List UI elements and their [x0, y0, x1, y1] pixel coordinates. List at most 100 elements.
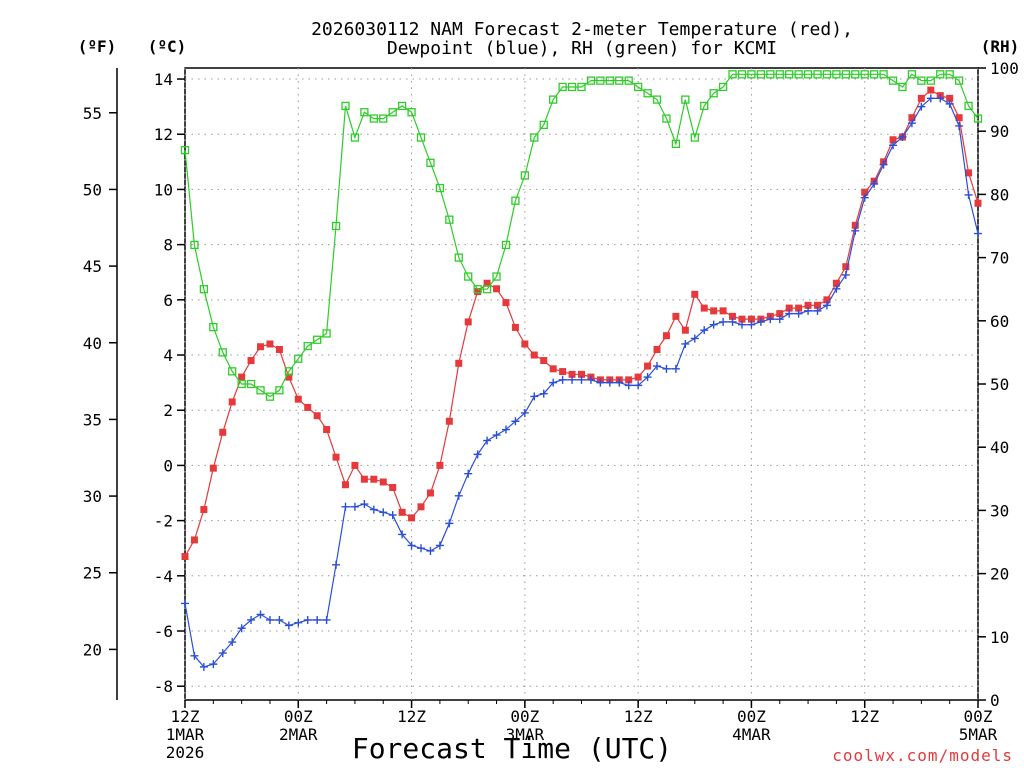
rh-tick-label: 70 [990, 249, 1009, 268]
2-meter-dewpoint-point [671, 364, 680, 373]
2-meter-temperature-point [313, 412, 321, 420]
celsius-tick-label: 8 [163, 236, 173, 255]
relative-humidity-point [284, 367, 293, 376]
2-meter-dewpoint-point [719, 317, 728, 326]
rh-tick-label: 50 [990, 375, 1009, 394]
rh-tick-label: 0 [990, 691, 1000, 710]
2-meter-temperature-point [474, 288, 482, 296]
relative-humidity-point [775, 70, 784, 79]
2-meter-temperature-point [209, 464, 217, 472]
relative-humidity-point [426, 158, 435, 167]
relative-humidity-point [303, 341, 312, 351]
relative-humidity-point [747, 70, 756, 79]
2-meter-dewpoint-point [520, 408, 529, 417]
2-meter-dewpoint-point [454, 491, 463, 500]
2-meter-dewpoint-point [586, 375, 595, 384]
2-meter-dewpoint-point [539, 389, 548, 398]
2-meter-temperature-point [521, 340, 529, 348]
2-meter-dewpoint-point [936, 94, 945, 103]
2-meter-temperature-point [370, 475, 378, 483]
celsius-tick-label: 2 [163, 401, 173, 420]
2-meter-temperature-point [908, 114, 916, 122]
2-meter-dewpoint-point [766, 315, 775, 324]
2-meter-temperature-point [832, 279, 840, 287]
2-meter-dewpoint-point [653, 362, 662, 371]
2-meter-dewpoint-point [360, 500, 369, 509]
relative-humidity-point [180, 146, 190, 155]
celsius-tick-label: 14 [154, 70, 173, 89]
relative-humidity-point [416, 133, 426, 142]
2-meter-dewpoint-point [974, 229, 982, 238]
celsius-tick-label: 10 [154, 180, 173, 199]
2-meter-temperature-point [483, 279, 491, 287]
2-meter-temperature-point [181, 552, 189, 560]
fahrenheit-tick-label: 40 [83, 334, 102, 353]
2-meter-temperature-point [823, 296, 831, 304]
rh-unit-label: (RH) [981, 37, 1020, 56]
2-meter-temperature-point [578, 370, 585, 378]
2-meter-dewpoint-point [501, 425, 510, 434]
axis-layer: -8 -6 -4 -2 0 2 4 6 8 10 12 14 20 25 30 35 40 45 50 55 0 10 20… [83, 59, 1019, 762]
relative-humidity-point [275, 386, 284, 395]
2-meter-temperature-point [851, 221, 859, 229]
relative-humidity-point [794, 70, 803, 79]
relative-humidity-point [813, 70, 822, 79]
relative-humidity-point [936, 70, 945, 79]
x-tick-label: 2026 [166, 743, 205, 762]
2-meter-dewpoint-point [549, 378, 558, 387]
celsius-tick-label: 6 [163, 291, 173, 310]
2-meter-dewpoint-point [369, 505, 378, 514]
2-meter-temperature-point [653, 346, 661, 354]
relative-humidity-point [879, 70, 888, 79]
relative-humidity-point [615, 76, 624, 85]
2-meter-temperature-point [228, 398, 236, 406]
2-meter-temperature-point [408, 514, 416, 522]
relative-humidity-point [737, 70, 747, 79]
2-meter-dewpoint-point [473, 450, 482, 459]
relative-humidity-point [700, 101, 709, 111]
relative-humidity-point [832, 70, 841, 79]
fahrenheit-tick-label: 45 [83, 257, 102, 276]
2-meter-temperature-point [190, 536, 198, 544]
2-meter-dewpoint-point [284, 621, 293, 630]
relative-humidity-point [841, 70, 850, 79]
relative-humidity-point [530, 133, 539, 142]
2-meter-dewpoint-point [955, 121, 964, 130]
2-meter-dewpoint-point [332, 560, 341, 569]
2-meter-dewpoint-point [530, 392, 539, 401]
relative-humidity-point [237, 379, 246, 389]
2-meter-temperature-point [644, 362, 652, 370]
2-meter-temperature-point [785, 304, 793, 312]
rh-tick-label: 30 [990, 501, 1009, 520]
relative-humidity-point [322, 329, 331, 338]
celsius-tick-label: 0 [163, 456, 173, 475]
2-meter-dewpoint-point [275, 615, 284, 624]
2-meter-temperature-point [738, 315, 746, 323]
relative-humidity-point [473, 285, 482, 294]
2-meter-temperature-point [426, 489, 434, 497]
x-tick-label: 00Z [737, 707, 766, 726]
2-meter-temperature-point [946, 94, 954, 102]
relative-humidity-point [379, 114, 388, 123]
2-meter-dewpoint-point [624, 381, 633, 390]
relative-humidity-point [454, 253, 463, 262]
2-meter-temperature-point [549, 365, 557, 373]
2-meter-dewpoint-point [643, 373, 652, 382]
relative-humidity-point [973, 114, 983, 123]
2-meter-dewpoint-point [379, 508, 388, 517]
2-meter-temperature-point [436, 461, 444, 469]
x-tick-label: 12Z [397, 707, 426, 726]
2-meter-temperature-point [634, 373, 642, 381]
relative-humidity-point [709, 89, 718, 98]
relative-humidity-point [407, 108, 416, 117]
grid-layer [184, 68, 979, 700]
2-meter-temperature-point [493, 285, 501, 293]
2-meter-dewpoint-point [596, 378, 605, 387]
x-tick-label: 2MAR [279, 725, 318, 744]
x-tick-label: 00Z [510, 707, 539, 726]
2-meter-temperature-point [700, 304, 708, 312]
2-meter-dewpoint-point [870, 179, 879, 188]
2-meter-dewpoint-point [605, 378, 614, 387]
relative-humidity-point [860, 70, 869, 79]
credit-label: coolwx.com/models [832, 746, 1013, 765]
